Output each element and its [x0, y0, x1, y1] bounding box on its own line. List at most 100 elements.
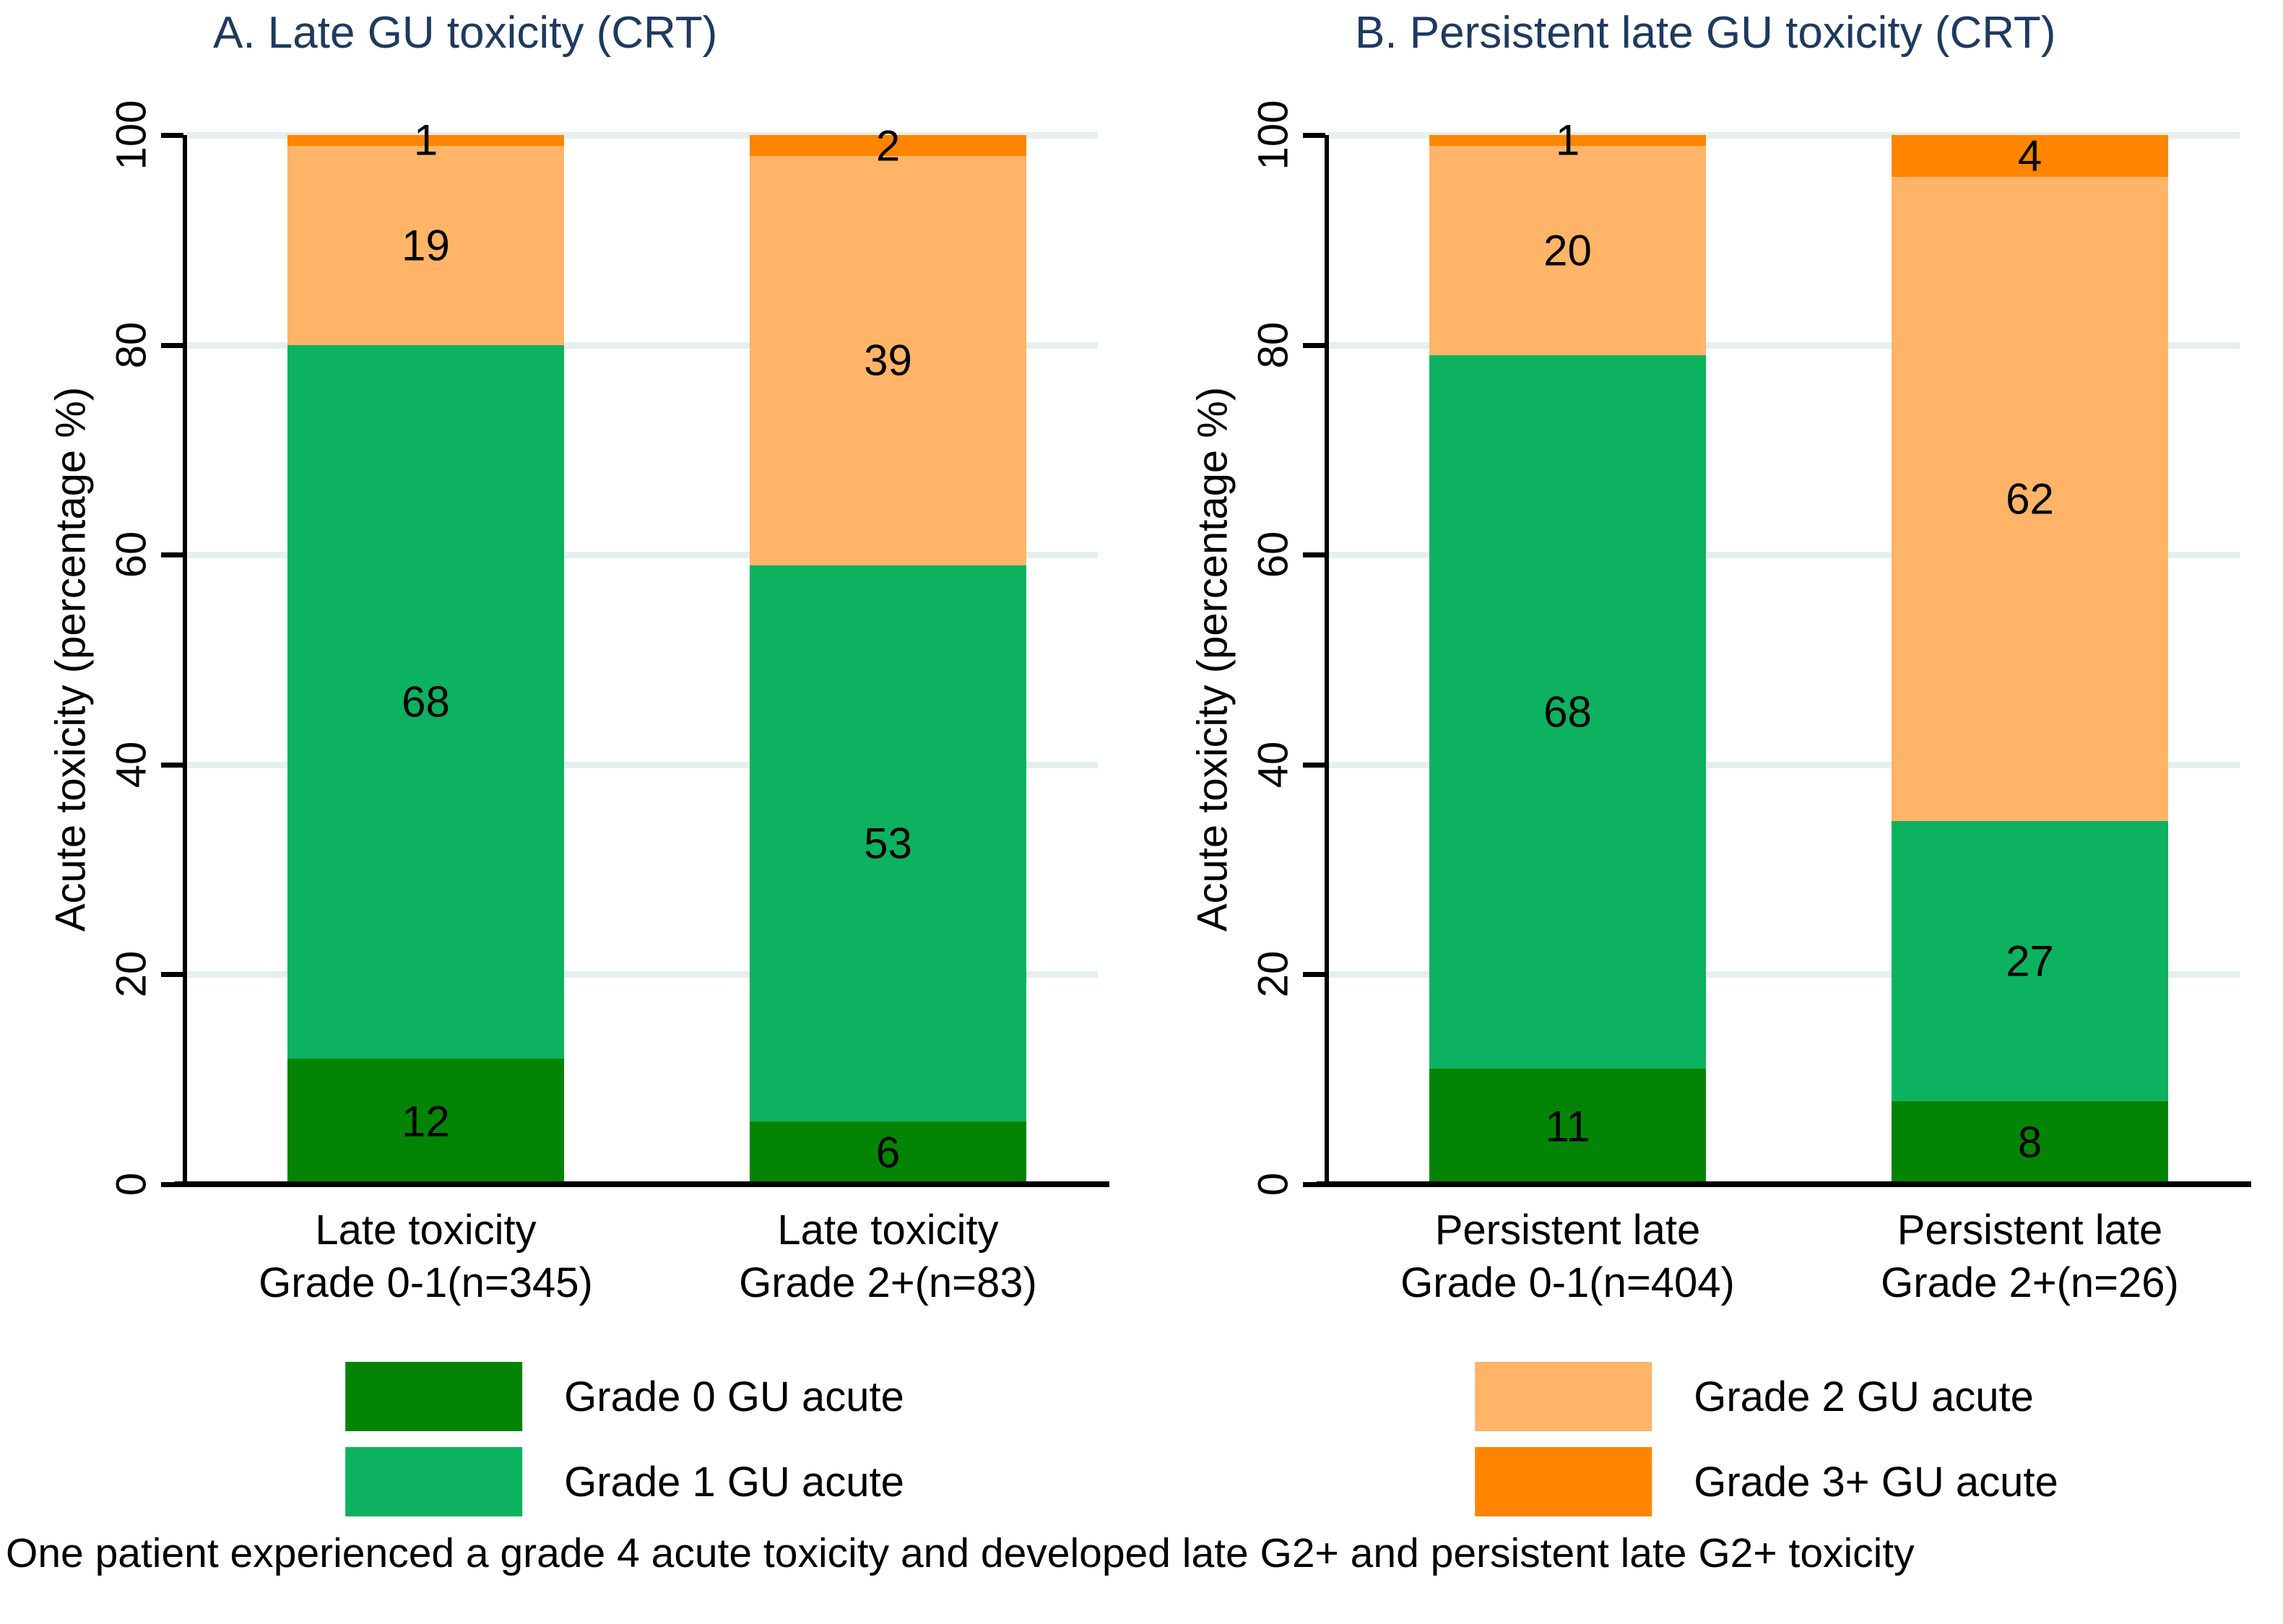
gridline: [1328, 552, 2240, 559]
y-tick-label: 40: [1249, 741, 1297, 789]
x-axis-line: [1317, 1181, 2251, 1187]
bar-value-label: 27: [2006, 937, 2054, 986]
y-tick: [161, 342, 183, 348]
legend-swatch-grade2: [1475, 1362, 1652, 1431]
legend-item: Grade 2 GU acute: [1475, 1362, 2034, 1431]
bar-segment-grade0: [750, 1121, 1026, 1184]
y-tick: [161, 972, 183, 978]
legend-item: Grade 0 GU acute: [345, 1362, 904, 1431]
gridline: [186, 342, 1098, 349]
x-category-label-line: Persistent late: [1434, 1207, 1701, 1254]
y-tick: [1303, 762, 1325, 768]
y-tick: [1303, 342, 1325, 348]
legend: Grade 2 GU acute Grade 3+ GU acute: [1475, 1362, 2058, 1516]
gridline: [1328, 132, 2240, 139]
y-tick-label: 80: [108, 321, 155, 368]
bar-segment-grade3: [1892, 135, 2168, 177]
bar-segment-grade1: [750, 565, 1026, 1121]
gridline: [1328, 761, 2240, 768]
gridline: [186, 971, 1098, 978]
x-category-label: Late toxicity Grade 2+(n=83): [739, 1204, 1037, 1309]
y-tick: [1303, 552, 1325, 558]
plot-area: Acute toxicity (percentage %) 12 68 19 1 Lat…: [48, 100, 1109, 1306]
y-tick-label: 60: [108, 531, 155, 578]
legend-item: Grade 3+ GU acute: [1475, 1447, 2058, 1516]
y-tick-label: 20: [1249, 951, 1297, 998]
y-tick-label: 100: [1249, 100, 1297, 170]
legend-swatch-grade3: [1475, 1447, 1652, 1516]
bar-value-label: 1: [413, 116, 438, 165]
bar-segment-grade3: [750, 135, 1026, 157]
bar-value-label: 19: [402, 221, 450, 270]
x-category-label: Persistent late Grade 0-1(n=404): [1400, 1204, 1735, 1309]
legend-label: Grade 0 GU acute: [564, 1373, 904, 1420]
y-axis-line: [1325, 135, 1329, 1187]
y-tick-label: 80: [1249, 321, 1297, 368]
gridline: [186, 552, 1098, 559]
bar-segment-grade1: [1429, 355, 1706, 1069]
x-category-label-line: Late toxicity: [777, 1207, 999, 1254]
x-axis-line: [175, 1181, 1109, 1187]
y-tick-label: 20: [108, 951, 155, 998]
x-category-label-line: Persistent late: [1897, 1207, 2163, 1254]
gridline: [1328, 342, 2240, 349]
bar-segment-grade0: [1429, 1069, 1706, 1184]
y-tick-label: 0: [1249, 1172, 1297, 1197]
x-category-label-line: Grade 2+(n=26): [1881, 1259, 2179, 1306]
y-tick-label: 60: [1249, 531, 1297, 578]
legend-swatch-grade0: [345, 1362, 523, 1431]
bar-segment-grade2: [1429, 145, 1706, 356]
bar-value-label: 12: [402, 1097, 450, 1146]
legend-label: Grade 2 GU acute: [1694, 1373, 2034, 1420]
bar-value-label: 6: [875, 1128, 901, 1177]
panel-title: B. Persistent late GU toxicity (CRT): [1355, 8, 2056, 58]
bar-value-label: 39: [864, 336, 912, 385]
bar-segment-grade0: [287, 1058, 564, 1184]
y-tick-label: 40: [108, 741, 155, 789]
legend: Grade 0 GU acute Grade 1 GU acute: [345, 1362, 904, 1516]
footnote: One patient experienced a grade 4 acute …: [6, 1530, 1915, 1576]
bar-value-label: 53: [864, 819, 912, 868]
x-category-label-line: Grade 0-1(n=404): [1400, 1259, 1735, 1306]
bar-segment-grade1: [287, 344, 564, 1059]
y-tick: [1303, 1182, 1325, 1187]
bar-segment-grade0: [1892, 1100, 2168, 1184]
bar-segment-grade2: [287, 145, 564, 345]
bar-segment-grade1: [1892, 820, 2168, 1101]
legend-label: Grade 3+ GU acute: [1694, 1458, 2058, 1506]
gridline: [1328, 971, 2240, 978]
x-category-label: Persistent late Grade 2+(n=26): [1881, 1204, 2179, 1309]
plot-area: Acute toxicity (percentage %) 11 68 20 1 Per…: [1190, 100, 2251, 1306]
bar-value-label: 4: [2017, 131, 2042, 181]
bar-value-label: 62: [2006, 474, 2054, 523]
panel-late-gu-toxicity: A. Late GU toxicity (CRT) Acute toxicity…: [0, 0, 1141, 1524]
y-tick: [161, 1182, 183, 1187]
y-tick: [161, 133, 183, 138]
y-tick: [161, 552, 183, 558]
y-axis-label: Acute toxicity (percentage %): [47, 386, 95, 932]
bar-segment-grade3: [287, 135, 564, 146]
panel-persistent-late-gu-toxicity: B. Persistent late GU toxicity (CRT) Acu…: [1142, 0, 2283, 1524]
legend-swatch-grade1: [345, 1447, 523, 1516]
legend-label: Grade 1 GU acute: [564, 1458, 904, 1506]
gridline: [186, 761, 1098, 768]
x-category-label-line: Late toxicity: [315, 1207, 537, 1254]
bar-value-label: 2: [875, 121, 901, 170]
y-tick-label: 0: [108, 1172, 155, 1197]
x-category-label: Late toxicity Grade 0-1(n=345): [259, 1204, 593, 1309]
bar-value-label: 8: [2017, 1118, 2042, 1167]
x-category-label-line: Grade 2+(n=83): [739, 1259, 1037, 1306]
bar-segment-grade2: [1892, 176, 2168, 821]
y-tick: [1303, 133, 1325, 138]
bar-value-label: 68: [402, 677, 450, 726]
bar-value-label: 11: [1545, 1102, 1590, 1151]
y-tick: [1303, 972, 1325, 978]
gridline: [186, 132, 1098, 139]
bar-value-label: 1: [1555, 116, 1580, 165]
bar-value-label: 68: [1543, 687, 1592, 737]
y-axis-label: Acute toxicity (percentage %): [1189, 386, 1236, 932]
bar-value-label: 20: [1543, 226, 1592, 275]
legend-item: Grade 1 GU acute: [345, 1447, 904, 1516]
panel-title: A. Late GU toxicity (CRT): [213, 8, 718, 58]
